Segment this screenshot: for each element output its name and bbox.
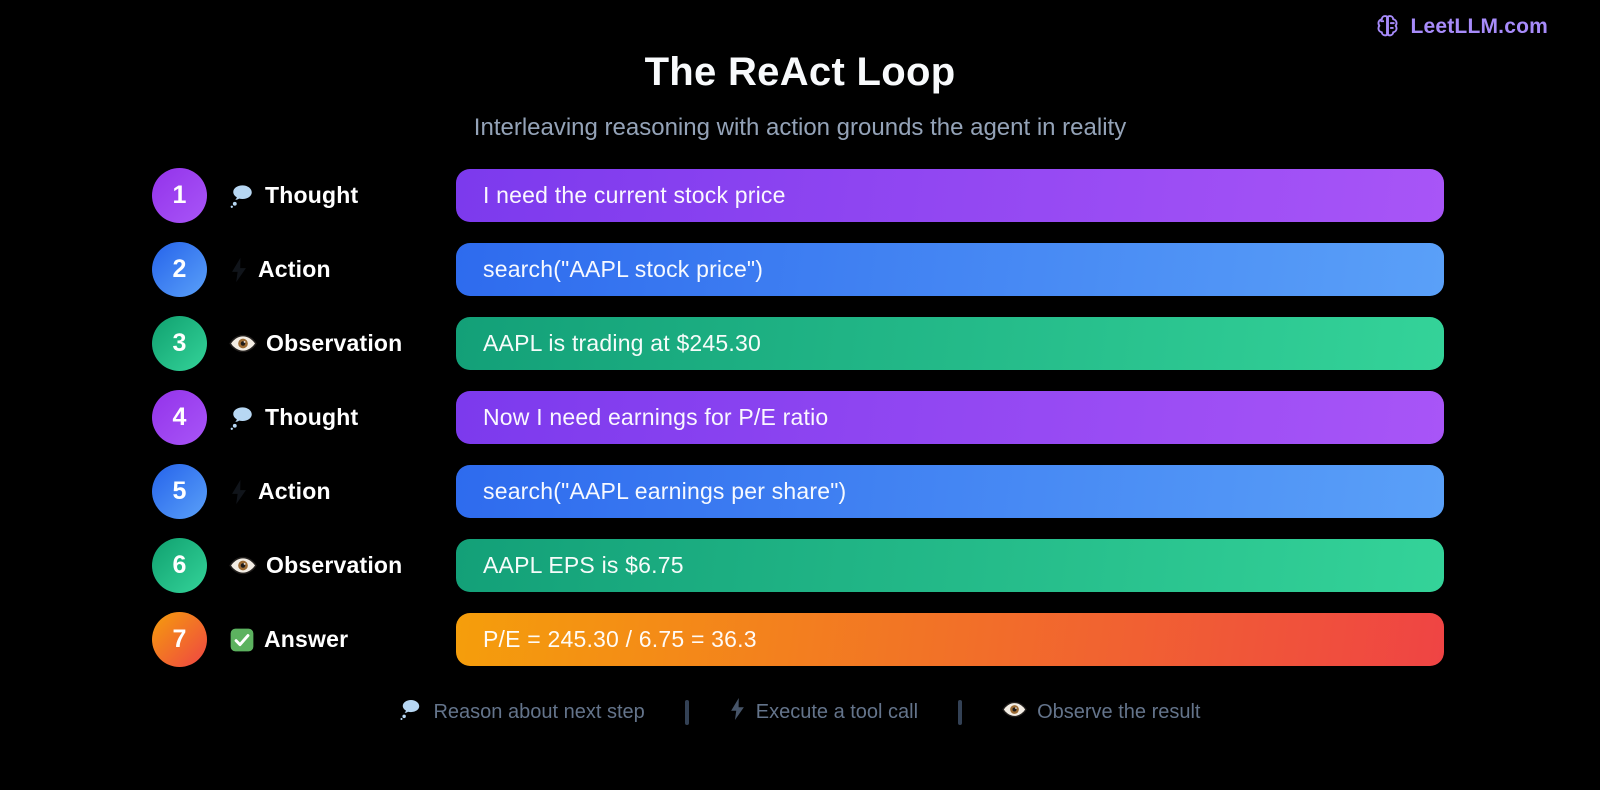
legend-divider [684, 699, 689, 725]
step-message-bar: search("AAPL stock price") [456, 243, 1444, 296]
step-message-bar: I need the current stock price [456, 169, 1444, 222]
step-number-badge: 7 [152, 612, 207, 667]
legend-label: Execute a tool call [755, 700, 919, 723]
step-label: Thought [265, 404, 359, 430]
legend-item-execute: Execute a tool call [729, 697, 918, 727]
legend: Reason about next step Execute a tool ca… [0, 697, 1600, 727]
lightning-icon [229, 479, 249, 505]
brain-icon [1374, 13, 1401, 40]
eye-icon [229, 556, 257, 575]
step-number-badge: 2 [152, 242, 207, 297]
thought-balloon-icon [399, 697, 423, 727]
legend-item-reason: Reason about next step [399, 697, 645, 727]
brand-logo: LeetLLM.com [1374, 13, 1548, 40]
thought-balloon-icon [229, 404, 256, 431]
step-label: Action [258, 478, 331, 504]
step-number-badge: 5 [152, 464, 207, 519]
eye-icon [229, 334, 257, 353]
react-steps: 1 Thought I need the current stock price… [0, 168, 1600, 686]
thought-balloon-icon [229, 182, 256, 209]
legend-label: Reason about next step [433, 700, 645, 723]
step-label: Thought [265, 182, 359, 208]
step-label: Observation [266, 552, 403, 578]
step-message-bar: P/E = 245.30 / 6.75 = 36.3 [456, 613, 1444, 666]
page-subtitle: Interleaving reasoning with action groun… [473, 114, 1127, 141]
step-label: Action [258, 256, 331, 282]
react-step-row: 4 Thought Now I need earnings for P/E ra… [0, 390, 1600, 445]
legend-divider [958, 699, 963, 725]
step-message-bar: Now I need earnings for P/E ratio [456, 391, 1444, 444]
legend-label: Observe the result [1037, 700, 1201, 723]
react-step-row: 6 Observation AAPL EPS is $6.75 [0, 538, 1600, 593]
step-message-bar: AAPL is trading at $245.30 [456, 317, 1444, 370]
react-step-row: 3 Observation AAPL is trading at $245.30 [0, 316, 1600, 371]
react-step-row: 5 Action search("AAPL earnings per share… [0, 464, 1600, 519]
step-number-badge: 1 [152, 168, 207, 223]
eye-icon [1002, 701, 1027, 724]
react-step-row: 7 Answer P/E = 245.30 / 6.75 = 36.3 [0, 612, 1600, 667]
step-number-badge: 4 [152, 390, 207, 445]
step-number-badge: 3 [152, 316, 207, 371]
lightning-icon [229, 257, 249, 283]
lightning-icon [729, 697, 746, 727]
legend-item-observe: Observe the result [1002, 700, 1201, 724]
react-step-row: 2 Action search("AAPL stock price") [0, 242, 1600, 297]
step-message-bar: search("AAPL earnings per share") [456, 465, 1444, 518]
step-message-bar: AAPL EPS is $6.75 [456, 539, 1444, 592]
brand-label: LeetLLM.com [1410, 14, 1548, 38]
step-label: Observation [266, 330, 403, 356]
check-icon [229, 627, 255, 653]
step-number-badge: 6 [152, 538, 207, 593]
step-label: Answer [264, 626, 349, 652]
page-title: The ReAct Loop [644, 50, 956, 94]
react-step-row: 1 Thought I need the current stock price [0, 168, 1600, 223]
